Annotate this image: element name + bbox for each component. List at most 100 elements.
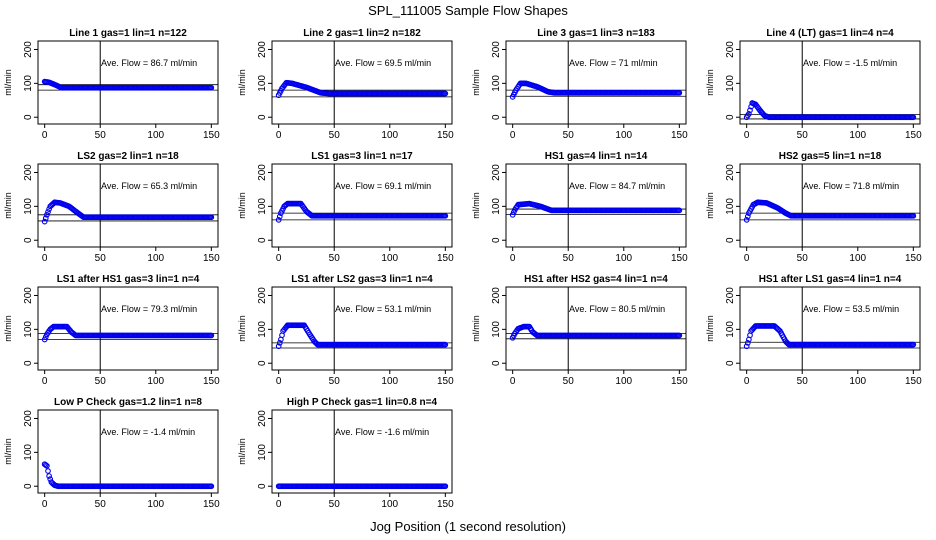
- plot-frame: [505, 40, 687, 125]
- data-point: [676, 89, 683, 96]
- y-tick-label: 200: [257, 287, 268, 304]
- data-point: [208, 483, 215, 490]
- x-tick-label: 100: [849, 130, 866, 141]
- ave-flow-annotation: Ave. Flow = -1.5 ml/min: [803, 58, 897, 68]
- ave-flow-annotation: Ave. Flow = 69.1 ml/min: [335, 181, 431, 191]
- figure-title-text: SPL_111005 Sample Flow Shapes: [368, 3, 568, 18]
- data-point: [208, 214, 215, 221]
- x-tick-label: 50: [95, 253, 107, 264]
- panel-title: Line 4 (LT) gas=1 lin=4 n=4: [766, 28, 894, 39]
- ave-flow-annotation: Ave. Flow = 79.3 ml/min: [101, 304, 197, 314]
- y-tick-label: 200: [257, 41, 268, 58]
- ave-flow-annotation: Ave. Flow = 53.5 ml/min: [803, 304, 899, 314]
- data-points: [41, 461, 215, 490]
- x-tick-label: 0: [276, 376, 282, 387]
- x-tick-label: 0: [276, 499, 282, 510]
- y-tick-label: 0: [491, 114, 502, 120]
- x-tick-label: 150: [671, 253, 688, 264]
- data-point: [44, 463, 50, 469]
- y-tick-label: 100: [491, 321, 502, 338]
- y-tick-label: 100: [257, 75, 268, 92]
- y-tick-label: 0: [491, 360, 502, 366]
- data-point: [42, 462, 49, 468]
- plot-frame: [37, 163, 219, 248]
- data-point: [676, 207, 683, 214]
- panel-title: Line 2 gas=1 lin=2 n=182: [303, 28, 421, 39]
- x-tick-label: 150: [203, 253, 220, 264]
- data-point: [910, 341, 917, 348]
- y-axis-label: ml/min: [237, 69, 247, 96]
- panel-7: HS1 gas=4 lin=1 n=14 0 50 100 150 0 100 200 ml/m…: [471, 151, 688, 264]
- ave-flow-annotation: Ave. Flow = 71.8 ml/min: [803, 181, 899, 191]
- data-points: [275, 200, 449, 223]
- data-point: [442, 212, 449, 219]
- data-point: [208, 84, 215, 91]
- x-tick-label: 150: [671, 376, 688, 387]
- x-tick-label: 100: [849, 253, 866, 264]
- plot-frame: [271, 163, 453, 248]
- x-tick-label: 100: [381, 130, 398, 141]
- panel-title: HS1 after LS1 gas=4 lin=1 n=4: [759, 274, 902, 285]
- ave-flow-annotation: Ave. Flow = 71 ml/min: [569, 58, 658, 68]
- panel-2: Line 2 gas=1 lin=2 n=182 0 50 100 150 0 100 200…: [237, 28, 454, 141]
- panel-11: HS1 after HS2 gas=4 lin=1 n=4 0 50 100 150 0 1…: [471, 274, 688, 387]
- figure-xlabel: Jog Position (1 second resolution): [370, 519, 566, 534]
- y-tick-label: 0: [257, 483, 268, 489]
- panel-title: High P Check gas=1 lin=0.8 n=4: [287, 397, 438, 408]
- x-tick-label: 0: [276, 253, 282, 264]
- y-tick-label: 200: [725, 41, 736, 58]
- plot-frame: [37, 286, 219, 371]
- y-axis-label: ml/min: [471, 192, 481, 219]
- y-tick-label: 0: [257, 360, 268, 366]
- panel-5: LS2 gas=2 lin=1 n=18 0 50 100 150 0 100 200 ml/m…: [3, 151, 220, 264]
- y-tick-label: 100: [491, 198, 502, 215]
- y-tick-label: 100: [23, 75, 34, 92]
- x-tick-label: 100: [615, 253, 632, 264]
- x-tick-label: 150: [437, 376, 454, 387]
- y-axis-label: ml/min: [3, 69, 13, 96]
- x-tick-label: 150: [203, 376, 220, 387]
- x-tick-label: 100: [147, 253, 164, 264]
- plot-frame: [505, 286, 687, 371]
- data-point: [275, 343, 282, 350]
- y-tick-label: 200: [257, 410, 268, 427]
- panel-title: HS2 gas=5 lin=1 n=18: [779, 151, 882, 162]
- x-tick-label: 0: [510, 376, 516, 387]
- y-tick-label: 100: [725, 198, 736, 215]
- x-tick-label: 150: [203, 130, 220, 141]
- panel-title: Line 1 gas=1 lin=1 n=122: [69, 28, 187, 39]
- x-tick-label: 0: [744, 130, 750, 141]
- panel-title: LS2 gas=2 lin=1 n=18: [77, 151, 179, 162]
- panel-title: LS1 after HS1 gas=3 lin=1 n=4: [57, 274, 200, 285]
- y-axis-label: ml/min: [471, 69, 481, 96]
- x-tick-label: 100: [147, 499, 164, 510]
- x-tick-label: 0: [510, 130, 516, 141]
- x-tick-label: 50: [563, 376, 575, 387]
- data-point: [910, 114, 917, 121]
- x-tick-label: 150: [203, 499, 220, 510]
- y-tick-label: 0: [257, 237, 268, 243]
- y-axis-label: ml/min: [3, 438, 13, 465]
- x-tick-label: 0: [42, 130, 48, 141]
- x-tick-label: 100: [381, 376, 398, 387]
- ave-flow-annotation: Ave. Flow = 69.5 ml/min: [335, 58, 431, 68]
- data-point: [45, 209, 51, 215]
- y-tick-label: 100: [257, 444, 268, 461]
- y-tick-label: 0: [491, 237, 502, 243]
- x-tick-label: 150: [905, 376, 922, 387]
- y-tick-label: 100: [725, 321, 736, 338]
- y-tick-label: 0: [23, 360, 34, 366]
- plot-frame: [739, 286, 921, 371]
- ave-flow-annotation: Ave. Flow = 84.7 ml/min: [569, 181, 665, 191]
- x-tick-label: 50: [329, 499, 341, 510]
- y-axis-label: ml/min: [237, 192, 247, 219]
- y-axis-label: ml/min: [705, 315, 715, 342]
- panel-title: Low P Check gas=1.2 lin=1 n=8: [54, 397, 202, 408]
- plot-frame: [739, 163, 921, 248]
- ave-flow-annotation: Ave. Flow = -1.4 ml/min: [101, 427, 195, 437]
- data-point: [743, 343, 750, 350]
- x-tick-label: 100: [147, 130, 164, 141]
- panel-title: Line 3 gas=1 lin=3 n=183: [537, 28, 655, 39]
- y-tick-label: 100: [725, 75, 736, 92]
- x-tick-label: 50: [797, 130, 809, 141]
